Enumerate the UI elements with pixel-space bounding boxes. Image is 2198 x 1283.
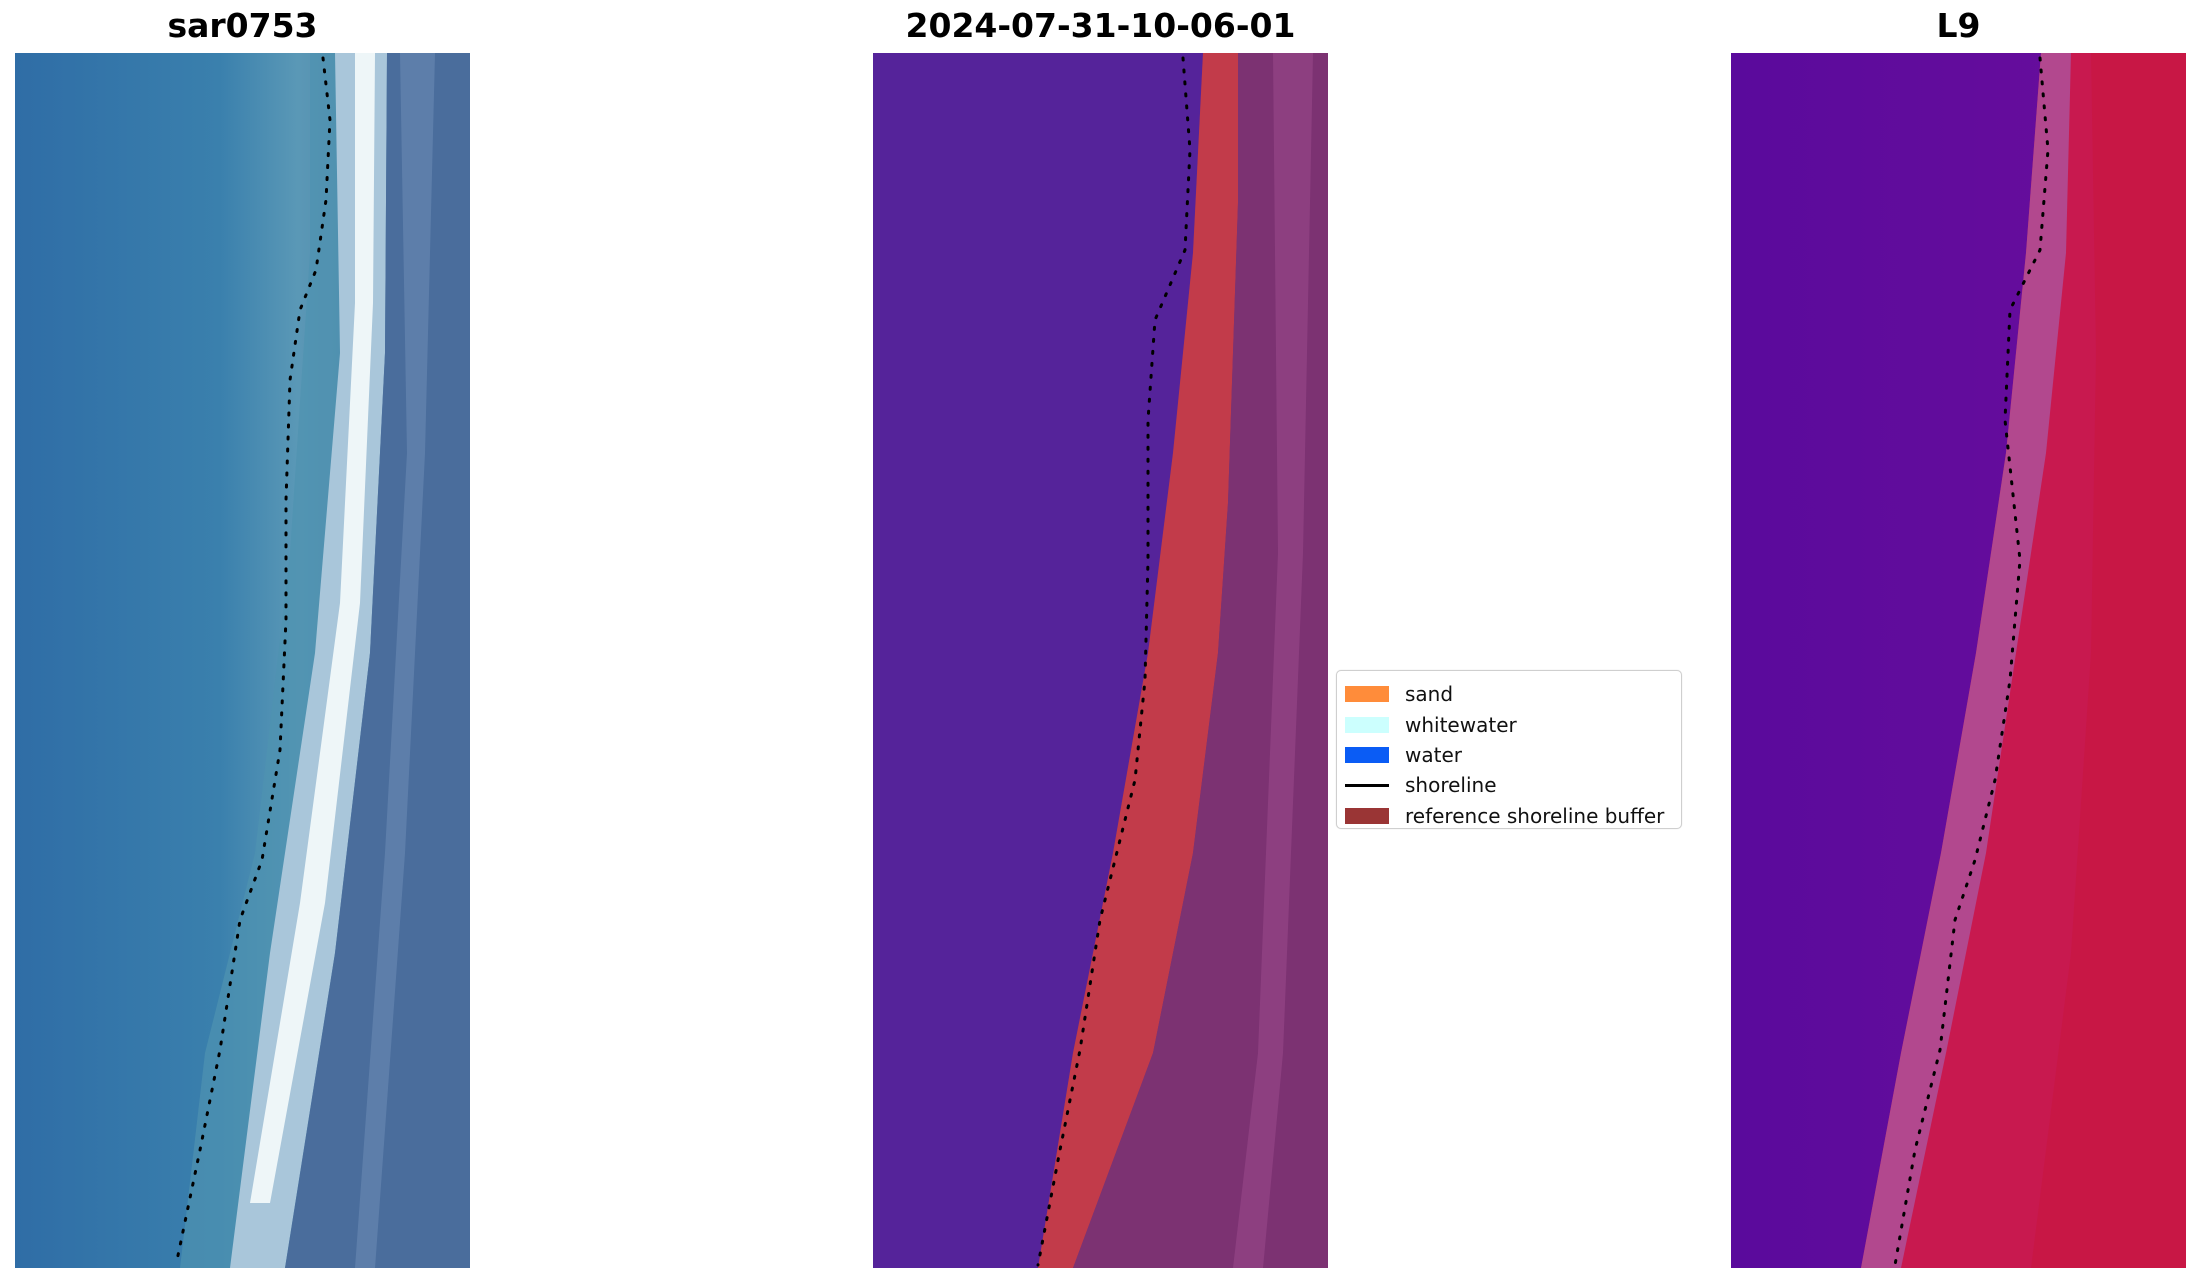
rgb-image-panel [15,53,470,1268]
legend-item-shoreline: shoreline [1345,770,1681,800]
legend-item-water: water [1345,740,1681,770]
whitewater-swatch [1345,716,1389,733]
classification-panel [873,53,1328,1268]
legend-label-sand: sand [1405,682,1454,707]
shoreline-swatch [1345,783,1389,787]
legend-label-shoreline: shoreline [1405,773,1497,798]
legend-item-reference-buffer: reference shoreline buffer [1345,801,1681,831]
rgb-image [15,53,470,1268]
legend-item-whitewater: whitewater [1345,709,1681,739]
classification-image [873,53,1328,1268]
ndwi-panel [1731,53,2186,1268]
left-panel-title: sar0753 [167,6,318,45]
water-swatch [1345,746,1389,763]
reference-buffer-swatch [1345,807,1389,824]
legend-label-whitewater: whitewater [1405,712,1517,737]
right-panel-title: L9 [1936,6,1981,45]
middle-panel-title: 2024-07-31-10-06-01 [905,6,1296,45]
legend-label-water: water [1405,742,1462,767]
ndwi-image [1731,53,2186,1268]
legend: sand whitewater water shoreline referenc… [1336,670,1682,829]
legend-label-reference-buffer: reference shoreline buffer [1405,803,1665,828]
sand-swatch [1345,686,1389,703]
legend-item-sand: sand [1345,679,1681,709]
